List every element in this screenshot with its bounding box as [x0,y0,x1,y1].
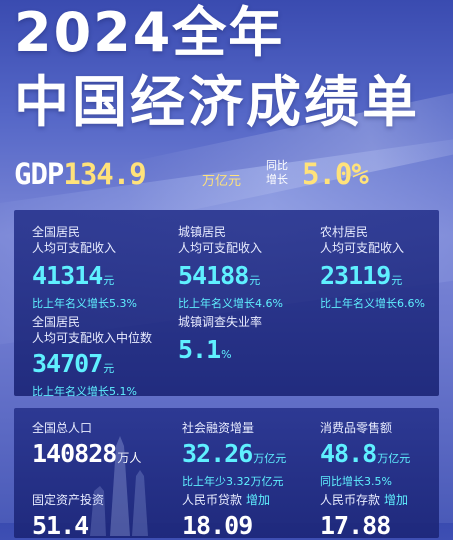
stat-value: 48.8 [320,439,377,468]
stat-value-line: 32.26万亿元 [182,440,286,473]
stat-label: 城镇调查失业率 [178,315,263,329]
stat-value-line: 5.1% [178,336,262,369]
stat-label: 全国居民 [32,225,81,239]
stat-note: 比上年名义增长4.6% [178,297,283,310]
stat-value-line: 48.8万亿元 [320,440,410,473]
stat-label-line: 人民币存款 增加 [320,492,408,508]
stat-label: 人民币贷款 [182,493,243,507]
stat-population: 全国总人口 140828万人 [32,420,141,472]
gdp-value-group: GDP134.9 [14,156,147,192]
stat-rural-income: 农村居民 人均可支配收入 23119元 比上年名义增长6.6% [320,224,425,311]
stat-unit: 万亿元 [253,452,287,465]
stat-rmb-deposits: 人民币存款 增加 17.88 [320,492,408,540]
stat-urban-income: 城镇居民 人均可支配收入 54188元 比上年名义增长4.6% [178,224,283,311]
gdp-unit: 万亿元 [202,174,242,189]
stat-unit: 万亿元 [377,452,411,465]
stat-unit: 元 [391,274,403,287]
gdp-summary: GDP134.9 万亿元 同比增长 5.0% [14,156,444,196]
skyscraper-silhouette-icon [90,436,148,536]
gdp-prefix: GDP [14,157,64,191]
stat-label: 人均可支配收入 [32,241,117,255]
stat-unit: 元 [103,362,115,375]
stat-value-line: 41314元 [32,262,137,295]
stat-tag: 增加 [384,493,409,507]
stat-label: 人均可支配收入中位数 [32,331,153,345]
stat-label: 全国总人口 [32,421,93,435]
stat-tag: 增加 [246,493,271,507]
stat-label: 社会融资增量 [182,421,255,435]
stat-label: 消费品零售额 [320,421,393,435]
stat-value: 140828 [32,439,117,468]
stat-label: 全国居民 [32,315,81,329]
gdp-compare-label: 同比增长 [266,159,288,186]
stat-value: 18.09 [182,511,253,540]
stat-note: 比上年名义增长6.6% [320,297,425,310]
stat-note: 比上年名义增长5.1% [32,385,137,398]
stat-value-line: 140828万人 [32,440,141,472]
stat-label: 人民币存款 [320,493,381,507]
stat-note: 比上年名义增长5.3% [32,297,137,310]
stat-social-financing: 社会融资增量 32.26万亿元 比上年少3.32万亿元 [182,420,286,489]
stat-label: 城镇居民 [178,225,227,239]
stat-median-income: 全国居民 人均可支配收入中位数 34707元 比上年名义增长5.1% [32,314,152,399]
stat-unit: 万人 [117,451,142,465]
stat-rmb-loans: 人民币贷款 增加 18.09 [182,492,270,540]
stat-unit: 元 [249,274,261,287]
stat-unit: % [221,348,232,361]
gdp-value: 134.9 [63,157,146,191]
stat-value: 32.26 [182,439,253,468]
headline-year: 2024全年 [14,1,285,64]
stats-panel: 全国总人口 140828万人 社会融资增量 32.26万亿元 比上年少3.32万… [14,408,439,540]
stat-value: 34707 [32,349,103,378]
stat-label: 人均可支配收入 [320,241,405,255]
stat-unit: 元 [103,274,115,287]
gdp-growth: 5.0% [302,157,369,191]
stat-label: 人均可支配收入 [178,241,263,255]
stat-value: 41314 [32,261,103,290]
stat-value-line: 34707元 [32,350,152,383]
stat-label: 固定资产投资 [32,493,105,507]
stat-label-line: 人民币贷款 增加 [182,492,270,508]
stat-label: 农村居民 [320,225,369,239]
stat-note: 同比增长3.5% [320,475,392,488]
stat-value: 17.88 [320,511,391,540]
stat-value-line: 23119元 [320,262,425,295]
stat-value: 23119 [320,261,391,290]
income-panel: 全国居民 人均可支配收入 41314元 比上年名义增长5.3% 城镇居民 人均可… [14,210,439,399]
stat-value-line: 54188元 [178,262,283,295]
stat-note: 比上年少3.32万亿元 [182,475,284,488]
stat-unemployment: 城镇调查失业率 5.1% [178,314,262,369]
stat-value: 54188 [178,261,249,290]
stat-retail-sales: 消费品零售额 48.8万亿元 同比增长3.5% [320,420,410,489]
headline-title: 中国经济成绩单 [14,70,421,134]
stat-national-income: 全国居民 人均可支配收入 41314元 比上年名义增长5.3% [32,224,137,311]
stat-value: 5.1 [178,335,221,364]
